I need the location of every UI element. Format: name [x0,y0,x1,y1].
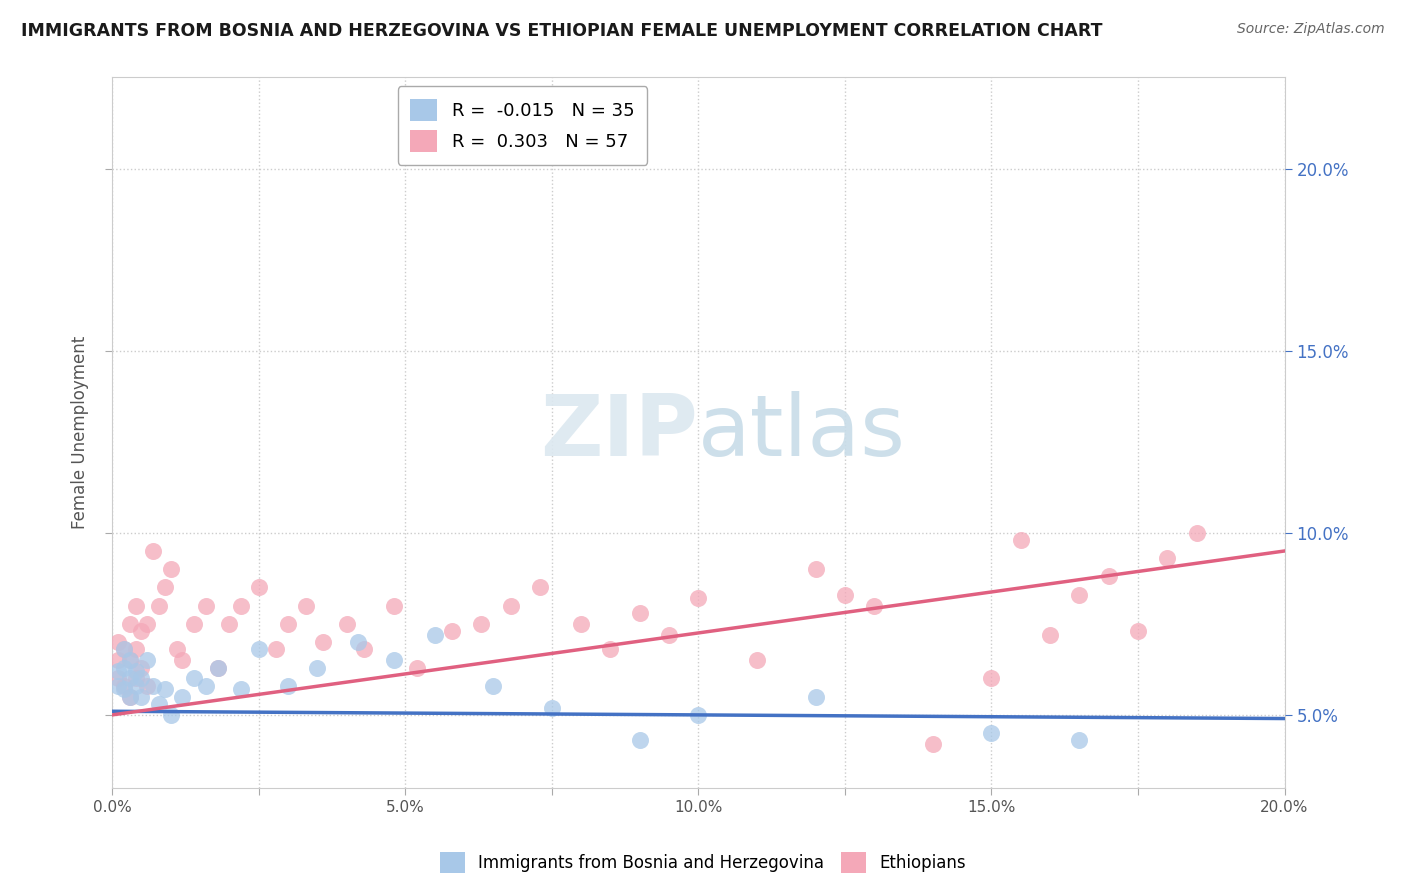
Point [107,635,129,649]
Point [118,616,141,631]
Point [153,581,176,595]
Point [136,679,159,693]
Point [124,679,146,693]
Point [540,700,562,714]
Point [107,679,129,693]
Point [482,679,505,693]
Point [118,690,141,704]
Point [247,581,270,595]
Point [153,682,176,697]
Point [183,672,205,686]
Point [406,660,429,674]
Point [194,599,217,613]
Point [863,599,886,613]
Point [172,690,194,704]
Point [159,707,181,722]
Point [107,672,129,686]
Point [142,679,165,693]
Point [124,599,146,613]
Point [107,653,129,667]
Point [628,606,651,620]
Point [229,599,252,613]
Point [118,653,141,667]
Point [499,599,522,613]
Point [136,616,159,631]
Point [229,682,252,697]
Point [382,653,405,667]
Point [118,653,141,667]
Text: IMMIGRANTS FROM BOSNIA AND HERZEGOVINA VS ETHIOPIAN FEMALE UNEMPLOYMENT CORRELAT: IMMIGRANTS FROM BOSNIA AND HERZEGOVINA V… [21,22,1102,40]
Point [107,664,129,678]
Point [1010,533,1032,547]
Point [834,588,856,602]
Point [124,642,146,657]
Point [159,562,181,576]
Point [112,682,135,697]
Point [804,690,827,704]
Text: atlas: atlas [699,391,907,474]
Point [218,616,240,631]
Point [804,562,827,576]
Point [980,672,1002,686]
Point [166,642,188,657]
Point [266,642,288,657]
Point [312,635,335,649]
Point [1098,569,1121,583]
Point [124,664,146,678]
Point [183,616,205,631]
Point [353,642,375,657]
Point [118,672,141,686]
Point [1126,624,1149,639]
Text: ZIP: ZIP [540,391,699,474]
Point [628,733,651,747]
Point [247,642,270,657]
Point [112,642,135,657]
Point [207,660,229,674]
Point [745,653,768,667]
Point [921,737,943,751]
Point [148,599,170,613]
Point [194,679,217,693]
Point [131,672,153,686]
Point [599,642,621,657]
Point [336,616,359,631]
Point [112,679,135,693]
Point [112,642,135,657]
Point [688,591,710,606]
Text: Source: ZipAtlas.com: Source: ZipAtlas.com [1237,22,1385,37]
Point [112,660,135,674]
Point [148,697,170,711]
Legend: R =  -0.015   N = 35, R =  0.303   N = 57: R = -0.015 N = 35, R = 0.303 N = 57 [398,87,647,165]
Point [1156,551,1178,566]
Point [1039,628,1062,642]
Point [1185,525,1208,540]
Point [136,653,159,667]
Point [529,581,551,595]
Point [277,679,299,693]
Legend: Immigrants from Bosnia and Herzegovina, Ethiopians: Immigrants from Bosnia and Herzegovina, … [433,846,973,880]
Point [207,660,229,674]
Point [441,624,464,639]
Point [347,635,370,649]
Point [1069,588,1091,602]
Y-axis label: Female Unemployment: Female Unemployment [72,336,89,529]
Point [131,660,153,674]
Point [118,690,141,704]
Point [294,599,316,613]
Point [658,628,681,642]
Point [569,616,592,631]
Point [131,690,153,704]
Point [277,616,299,631]
Point [172,653,194,667]
Point [470,616,492,631]
Point [131,624,153,639]
Point [382,599,405,613]
Point [423,628,446,642]
Point [1069,733,1091,747]
Point [124,672,146,686]
Point [142,544,165,558]
Point [688,707,710,722]
Point [980,726,1002,740]
Point [307,660,329,674]
